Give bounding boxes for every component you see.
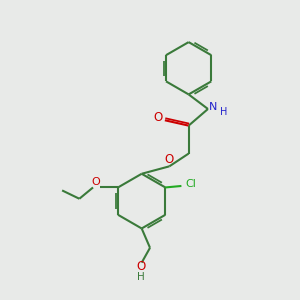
Text: O: O (91, 177, 100, 188)
Text: H: H (137, 272, 145, 282)
Text: O: O (164, 153, 173, 166)
Text: N: N (209, 103, 217, 112)
Text: O: O (154, 111, 163, 124)
Text: Cl: Cl (185, 179, 196, 190)
Text: O: O (136, 260, 146, 273)
Text: H: H (220, 107, 227, 117)
